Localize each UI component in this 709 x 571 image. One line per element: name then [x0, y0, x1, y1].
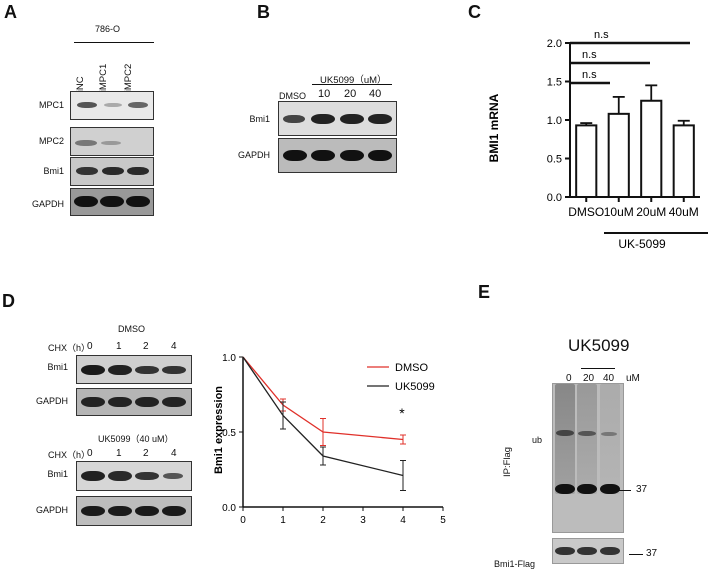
row-label-mpc2: MPC2 [38, 136, 64, 146]
blot-mpc1 [70, 91, 154, 120]
bar-y-tick-label: 0.0 [547, 192, 562, 204]
line-chart-bmi1-expression: 0.0 0.5 1.0 0 1 2 3 4 5 DMSO UK5099 Bmi1 expressio… [213, 353, 446, 526]
blot2-title: UK5099（40 uM） [98, 434, 174, 444]
bar-x-tick-label: DMSO [568, 205, 604, 219]
chx-label-2: CHX（h） [48, 450, 91, 460]
blot-gapdh-d1 [76, 388, 192, 416]
line-x-tick-label: 5 [440, 515, 446, 526]
bar-y-tick-label: 0.5 [547, 154, 562, 166]
tp2-2: 2 [143, 448, 149, 459]
lane-label-40-b: 40 [369, 88, 382, 100]
e-lane-0: 0 [566, 373, 572, 384]
blot1-title: DMSO [118, 324, 145, 334]
star-label: * [399, 405, 405, 421]
row-label-bmi1-b: Bmi1 [249, 114, 270, 124]
blot-bmi1-flag-e [552, 538, 624, 564]
blot-bmi1-a [70, 157, 154, 186]
blot-gapdh-d2 [76, 496, 192, 526]
treatment-label: UK5099（uM） [320, 75, 387, 86]
e-marker2-tick [629, 554, 643, 555]
bar-40um [672, 124, 695, 198]
legend-label-dmso: DMSO [395, 362, 428, 374]
line-chart-ylabel: Bmi1 expression [213, 386, 225, 474]
bar-y-tick-label: 2.0 [547, 38, 562, 50]
bar-x-tick-label: 20uM [636, 205, 666, 219]
tp1-4: 4 [171, 341, 177, 352]
e-lane-40: 40 [603, 373, 615, 384]
row-label-bmi1: Bmi1 [43, 166, 64, 176]
row-label-gapdh-d2: GAPDH [35, 505, 68, 515]
row-label-gapdh-d1: GAPDH [35, 396, 68, 406]
e-unit: uM [626, 373, 640, 384]
bar-chart-ylabel: BMI1 mRNA [487, 93, 501, 162]
sig-label-2: n.s [582, 49, 597, 61]
tp1-1: 1 [116, 341, 122, 352]
blot-mpc2 [70, 127, 154, 156]
cell-line-rule [74, 42, 154, 43]
e-rule [581, 368, 615, 369]
lane-label-20-b: 20 [344, 88, 357, 100]
series-line-uk5099 [242, 356, 404, 477]
line-y-tick-label: 0.5 [222, 428, 236, 439]
panel-letter-c: C [468, 2, 481, 22]
tp2-0: 0 [87, 448, 93, 459]
blot-bmi1-b [278, 101, 397, 136]
blot-bmi1-d1 [76, 355, 192, 384]
line-y-tick-label: 1.0 [222, 353, 236, 364]
e-ip-label: IP:Flag [502, 446, 513, 477]
e-title: UK5099 [568, 336, 630, 355]
blot-bmi1-d2 [76, 461, 192, 491]
panel-letter-e: E [478, 282, 491, 302]
bar-dmso [575, 124, 598, 198]
line-x-tick-label: 1 [280, 515, 286, 526]
row-label-bmi1-d2: Bmi1 [47, 469, 68, 479]
panel-letter-d: D [2, 291, 15, 311]
panel-letter-b: B [257, 2, 270, 22]
e-marker1-tick [617, 490, 631, 491]
bar-y-tick-label: 1.0 [547, 115, 562, 127]
tp2-4: 4 [171, 448, 177, 459]
e-ub-label: ub [532, 435, 543, 445]
bar-chart-bmi1-mrna: 0.0 0.5 1.0 1.5 2.0 DMSO 10uM 20uM 40uM BMI1 mRN… [487, 29, 708, 251]
bar-y-tick-label: 1.5 [547, 77, 562, 89]
bar-x-tick-label: 10uM [604, 205, 634, 219]
line-x-tick-label: 2 [320, 515, 326, 526]
sig-label-1: n.s [594, 29, 609, 41]
e-lane-20: 20 [583, 373, 595, 384]
tp1-0: 0 [87, 341, 93, 352]
row-label-gapdh-b: GAPDH [237, 150, 270, 160]
group-label: UK-5099 [618, 237, 666, 251]
e-bottom-label: Bmi1-Flag [494, 559, 536, 569]
e-marker2: 37 [646, 548, 658, 559]
cell-line-label: 786-O [95, 24, 121, 34]
row-label-bmi1-d1: Bmi1 [47, 362, 68, 372]
line-x-tick-label: 3 [360, 515, 366, 526]
lane-label-dmso-b: DMSO [279, 91, 306, 101]
bar-x-tick-label: 40uM [669, 205, 699, 219]
blot-gapdh-a [70, 188, 154, 216]
tp1-2: 2 [143, 341, 149, 352]
legend-label-uk5099: UK5099 [395, 381, 435, 393]
e-marker1: 37 [636, 484, 648, 495]
line-x-tick-label: 0 [240, 515, 246, 526]
blot-gapdh-b [278, 138, 397, 173]
sig-label-3: n.s [582, 69, 597, 81]
series-line-dmso [242, 356, 404, 441]
panel-letter-a: A [4, 2, 17, 22]
treatment-rule [312, 84, 392, 85]
row-label-gapdh: GAPDH [31, 199, 64, 209]
line-y-tick-label: 0.0 [222, 503, 236, 514]
bar-10um [607, 112, 630, 198]
line-x-tick-label: 4 [400, 515, 406, 526]
lane-label-10-b: 10 [318, 88, 331, 100]
bar-20um [640, 99, 663, 198]
chx-label-1: CHX（h） [48, 343, 91, 353]
row-label-mpc1: MPC1 [38, 100, 64, 110]
blot-ub-e [552, 383, 624, 533]
tp2-1: 1 [116, 448, 122, 459]
